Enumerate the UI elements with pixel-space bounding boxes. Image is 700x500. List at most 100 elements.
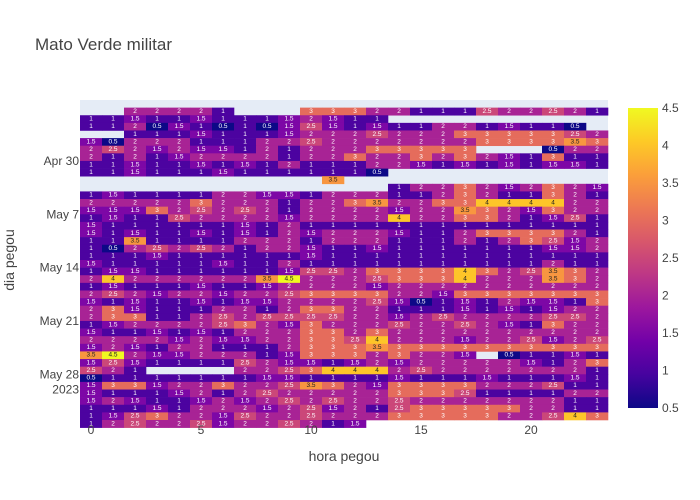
- cell-value-label: 1.5: [438, 291, 447, 298]
- heatmap-cell: [520, 160, 543, 169]
- heatmap-cell: [168, 130, 191, 139]
- cell-value-label: 1: [419, 108, 423, 115]
- cell-value-label: 1.5: [460, 298, 469, 305]
- heatmap-cell: [190, 138, 213, 147]
- heatmap-cell: [256, 381, 279, 390]
- heatmap-cell: [410, 206, 433, 215]
- cell-value-label: 1: [221, 131, 225, 138]
- cell-value-label: 1.5: [504, 184, 513, 191]
- cell-value-label: 3: [309, 337, 313, 344]
- heatmap-cell: [454, 374, 477, 383]
- cell-value-label: 3: [485, 405, 489, 412]
- cell-value-label: 4: [529, 199, 533, 206]
- heatmap-cell: [586, 359, 609, 367]
- cell-value-label: 1.5: [284, 215, 293, 222]
- heatmap-cell: [80, 328, 103, 337]
- cell-value-label: 1: [353, 169, 357, 176]
- heatmap-cell: [586, 130, 609, 139]
- heatmap-cell: [212, 260, 235, 268]
- heatmap-cell: [564, 244, 587, 253]
- cell-value-label: 3: [441, 413, 445, 420]
- cell-value-label: 1.5: [284, 192, 293, 199]
- heatmap-cell: [124, 122, 147, 131]
- cell-value-label: 1.5: [548, 298, 557, 305]
- heatmap-cell: [190, 206, 213, 215]
- heatmap-cell: [322, 298, 345, 307]
- heatmap-cell: [388, 160, 411, 169]
- heatmap-cell: [102, 160, 125, 169]
- cell-value-label: 2.5: [306, 268, 315, 275]
- heatmap-cell: [124, 214, 147, 223]
- heatmap-cell: [498, 107, 521, 116]
- heatmap-cell: [410, 374, 433, 383]
- cell-value-label: 1: [155, 283, 159, 290]
- cell-value-label: 2.5: [394, 321, 403, 328]
- heatmap-cell: [410, 107, 433, 116]
- heatmap-cell: [344, 359, 367, 367]
- cell-value-label: 2: [573, 199, 577, 206]
- cell-value-label: 2.5: [548, 314, 557, 321]
- cell-value-label: 2: [177, 344, 181, 351]
- heatmap-cell: [542, 351, 565, 360]
- cell-value-label: 2: [573, 306, 577, 313]
- colorbar-tick-label: 3: [662, 214, 669, 228]
- heatmap-cell: [212, 138, 235, 147]
- heatmap-cell: [300, 412, 323, 421]
- heatmap-cell: [432, 282, 455, 291]
- cell-value-label: 1: [265, 268, 269, 275]
- heatmap-cell: [388, 275, 411, 284]
- heatmap-cell: [102, 282, 125, 291]
- cell-value-label: 1.5: [570, 245, 579, 252]
- cell-value-label: 2: [441, 154, 445, 161]
- cell-value-label: 2: [419, 215, 423, 222]
- heatmap-cell: [410, 138, 433, 147]
- heatmap-cell: [388, 374, 411, 383]
- heatmap-cell: [168, 320, 191, 329]
- cell-value-label: 1.5: [372, 245, 381, 252]
- heatmap-cell: [344, 420, 367, 428]
- cell-value-label: 2: [287, 222, 291, 229]
- heatmap-cell: [432, 252, 455, 261]
- heatmap-cell: [432, 275, 455, 284]
- cell-value-label: 1: [221, 344, 225, 351]
- cell-value-label: 1: [397, 260, 401, 267]
- heatmap-cell: [124, 298, 147, 307]
- heatmap-cell: [168, 420, 191, 428]
- cell-value-label: 2: [441, 352, 445, 359]
- heatmap-cell: [300, 282, 323, 291]
- heatmap-cell: [564, 313, 587, 322]
- heatmap-cell: [80, 298, 103, 307]
- cell-value-label: 1.5: [152, 291, 161, 298]
- cell-value-label: 4: [111, 276, 115, 283]
- cell-value-label: 1.5: [240, 222, 249, 229]
- cell-value-label: 2.5: [240, 413, 249, 420]
- heatmap-cell: [388, 221, 411, 230]
- heatmap-cell: [454, 389, 477, 398]
- cell-value-label: 2: [375, 352, 379, 359]
- heatmap-cell: [80, 115, 103, 124]
- heatmap-cell: [300, 145, 323, 154]
- heatmap-cell: [190, 320, 213, 329]
- cell-value-label: 2: [155, 276, 159, 283]
- cell-value-label: 2: [573, 108, 577, 115]
- cell-value-label: 1: [177, 161, 181, 168]
- heatmap-cell: [124, 168, 147, 177]
- heatmap-cell: [454, 351, 477, 360]
- cell-value-label: 2: [265, 337, 269, 344]
- cell-value-label: 3: [331, 306, 335, 313]
- heatmap-cell: [586, 145, 609, 154]
- cell-value-label: 2: [397, 337, 401, 344]
- heatmap-cell: [300, 260, 323, 268]
- cell-value-label: 2: [573, 337, 577, 344]
- cell-value-label: 1.5: [130, 397, 139, 404]
- heatmap-cell: [322, 412, 345, 421]
- cell-value-label: 2: [331, 237, 335, 244]
- cell-value-label: 1: [573, 405, 577, 412]
- cell-value-label: 2: [243, 367, 247, 374]
- heatmap-cell: [520, 320, 543, 329]
- heatmap-cell: [190, 305, 213, 314]
- heatmap-cell: [278, 374, 301, 383]
- cell-value-label: 1.5: [548, 306, 557, 313]
- heatmap-cell: [542, 412, 565, 421]
- heatmap-cell: [344, 313, 367, 322]
